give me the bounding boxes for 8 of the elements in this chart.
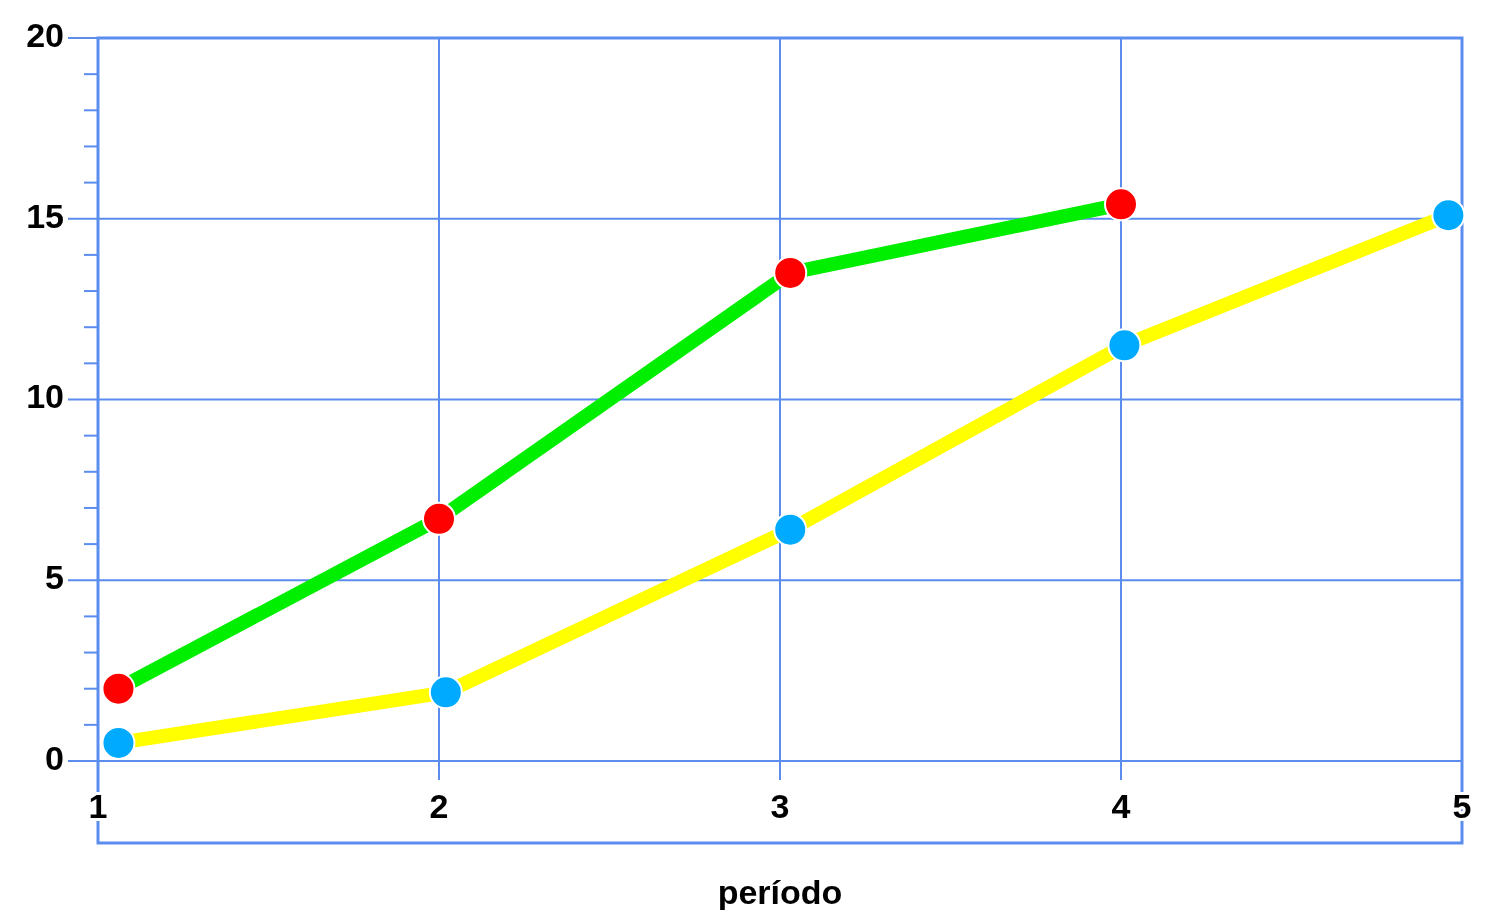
y-tick-label: 0 [45,738,64,777]
y-tick-label: 5 [45,558,64,597]
x-tick-label: 4 [1111,787,1131,825]
y-tick-label: 15 [26,196,64,235]
x-tick-label: 3 [770,787,790,825]
y-tick-label: 20 [26,15,64,54]
x-tick-label: 2 [429,787,449,825]
y-tick-label: 10 [26,377,64,416]
